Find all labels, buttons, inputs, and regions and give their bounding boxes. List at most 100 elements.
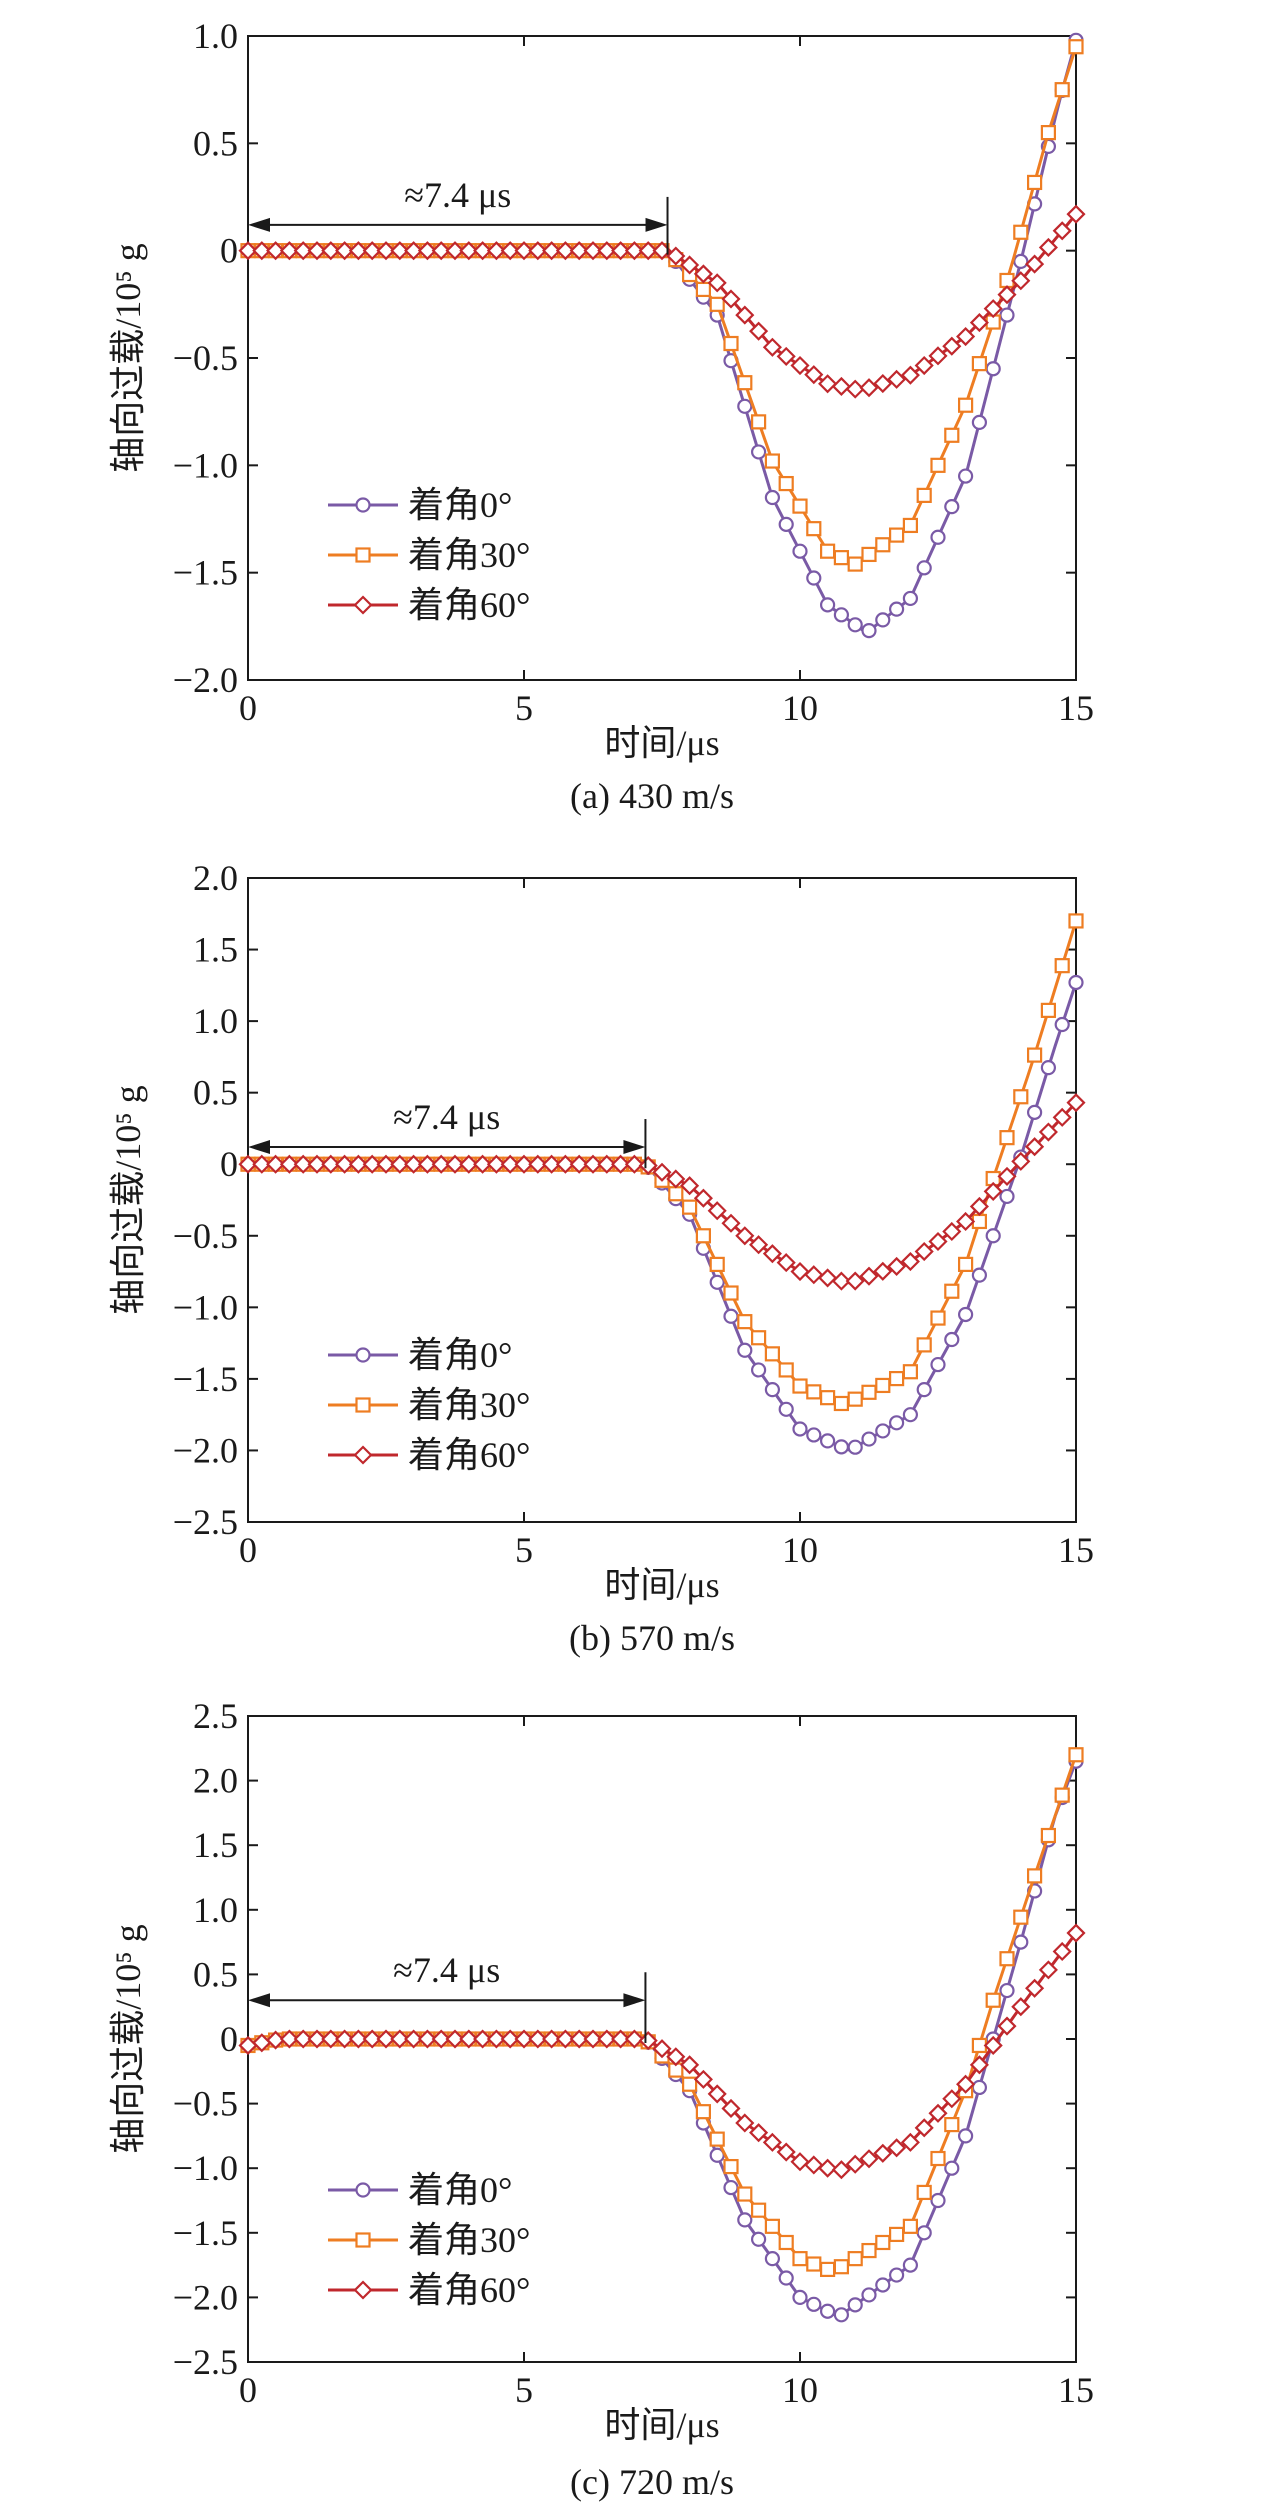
data-point-marker — [1066, 1093, 1086, 1113]
data-point-marker — [555, 2029, 575, 2049]
data-point-marker — [831, 376, 851, 396]
data-point-marker — [611, 1154, 631, 1174]
data-point-marker — [1040, 1827, 1057, 1844]
data-point-marker — [833, 607, 850, 623]
data-point-marker — [473, 241, 493, 261]
data-point-marker — [971, 414, 988, 430]
data-point-marker — [1038, 237, 1058, 258]
data-point-marker — [888, 527, 905, 543]
y-tick-label: −1.5 — [173, 2213, 238, 2253]
data-point-marker — [390, 241, 410, 261]
data-point-marker — [707, 1201, 727, 1221]
data-point-marker — [861, 2287, 877, 2303]
data-point-marker — [1054, 82, 1070, 98]
y-axis-title: 轴向过载/10⁵ g — [108, 1085, 148, 1315]
series-line — [248, 213, 1078, 392]
data-point-marker — [695, 1228, 712, 1244]
data-point-marker — [279, 2029, 299, 2049]
data-point-marker — [999, 307, 1015, 323]
data-point-marker — [983, 1181, 1003, 1201]
data-point-marker — [528, 241, 548, 261]
data-point-marker — [583, 1154, 603, 1174]
y-tick-label: 0 — [220, 231, 238, 271]
data-point-marker — [983, 2035, 1003, 2056]
data-point-marker — [1026, 1104, 1043, 1120]
data-point-marker — [737, 375, 753, 391]
y-tick-label: −2.5 — [173, 1502, 238, 1542]
data-point-marker — [887, 369, 907, 389]
data-point-marker — [721, 1213, 741, 1233]
data-point-marker — [999, 1188, 1015, 1205]
series-line — [247, 1754, 1078, 2273]
y-axis-title: 轴向过载/10⁵ g — [108, 1924, 148, 2154]
data-point-marker — [624, 241, 644, 261]
data-point-marker — [764, 453, 781, 469]
data-point-marker — [707, 273, 727, 293]
data-point-marker — [916, 1382, 932, 1398]
data-point-marker — [985, 361, 1001, 377]
data-point-marker — [749, 2123, 769, 2143]
data-point-marker — [1011, 1151, 1031, 1171]
x-tick-label: 15 — [1058, 688, 1094, 728]
data-point-marker — [737, 2212, 753, 2228]
x-tick-label: 10 — [782, 688, 818, 728]
data-point-marker — [737, 2186, 753, 2202]
series-square — [240, 1747, 1084, 2278]
data-point-marker — [279, 241, 299, 261]
panel-caption: (c) 720 m/s — [570, 2462, 734, 2502]
data-point-marker — [486, 1154, 506, 1174]
x-tick-label: 10 — [782, 1530, 818, 1570]
data-point-marker — [500, 1154, 520, 1174]
data-point-marker — [845, 379, 865, 399]
data-point-marker — [778, 1401, 794, 1417]
data-point-marker — [348, 241, 368, 261]
data-point-marker — [583, 2029, 603, 2049]
data-point-marker — [652, 2039, 672, 2059]
data-point-marker — [956, 1211, 976, 1232]
legend-marker — [355, 547, 371, 563]
y-tick-label: −1.5 — [173, 553, 238, 593]
data-point-marker — [792, 498, 808, 514]
data-point-marker — [957, 2128, 974, 2144]
data-point-marker — [956, 326, 976, 347]
data-point-marker — [944, 2116, 960, 2133]
data-point-marker — [666, 246, 686, 266]
data-point-marker — [723, 2179, 739, 2196]
data-point-marker — [985, 1228, 1001, 1244]
annotation-arrowhead-right — [623, 1140, 646, 1155]
data-point-marker — [804, 365, 824, 385]
data-point-marker — [252, 1154, 272, 1174]
annotation-7-4us: ≈7.4 μs — [248, 175, 669, 255]
data-point-marker — [417, 241, 437, 261]
legend-label: 着角0° — [408, 1335, 512, 1375]
data-point-marker — [806, 570, 822, 586]
plot-frame — [247, 877, 1077, 1523]
data-point-marker — [792, 1421, 808, 1437]
legend-label: 着角0° — [408, 2170, 512, 2210]
data-point-marker — [1052, 1941, 1072, 1962]
legend-item: 着角30° — [328, 2220, 530, 2260]
data-point-marker — [956, 2074, 976, 2094]
data-point-marker — [514, 1154, 534, 1174]
data-point-marker — [514, 2029, 534, 2049]
data-point-marker — [762, 1244, 782, 1264]
data-point-marker — [900, 365, 920, 385]
data-point-marker — [819, 2261, 836, 2278]
series-line — [248, 1101, 1078, 1285]
legend-label: 着角60° — [408, 585, 530, 625]
data-point-marker — [831, 1271, 851, 1291]
data-point-marker — [762, 337, 782, 357]
data-point-marker — [569, 1154, 589, 1174]
data-point-marker — [266, 241, 286, 261]
y-tick-label: −0.5 — [173, 2084, 238, 2124]
legend-marker — [355, 2232, 371, 2248]
data-point-marker — [542, 1154, 562, 1174]
data-point-marker — [818, 2158, 838, 2178]
data-point-marker — [486, 2029, 506, 2049]
series-diamond — [238, 1093, 1086, 1291]
data-point-marker — [806, 1384, 822, 1400]
data-point-marker — [1013, 253, 1029, 269]
data-point-marker — [778, 1362, 794, 1378]
data-point-marker — [957, 468, 974, 484]
data-point-marker — [735, 2113, 755, 2133]
